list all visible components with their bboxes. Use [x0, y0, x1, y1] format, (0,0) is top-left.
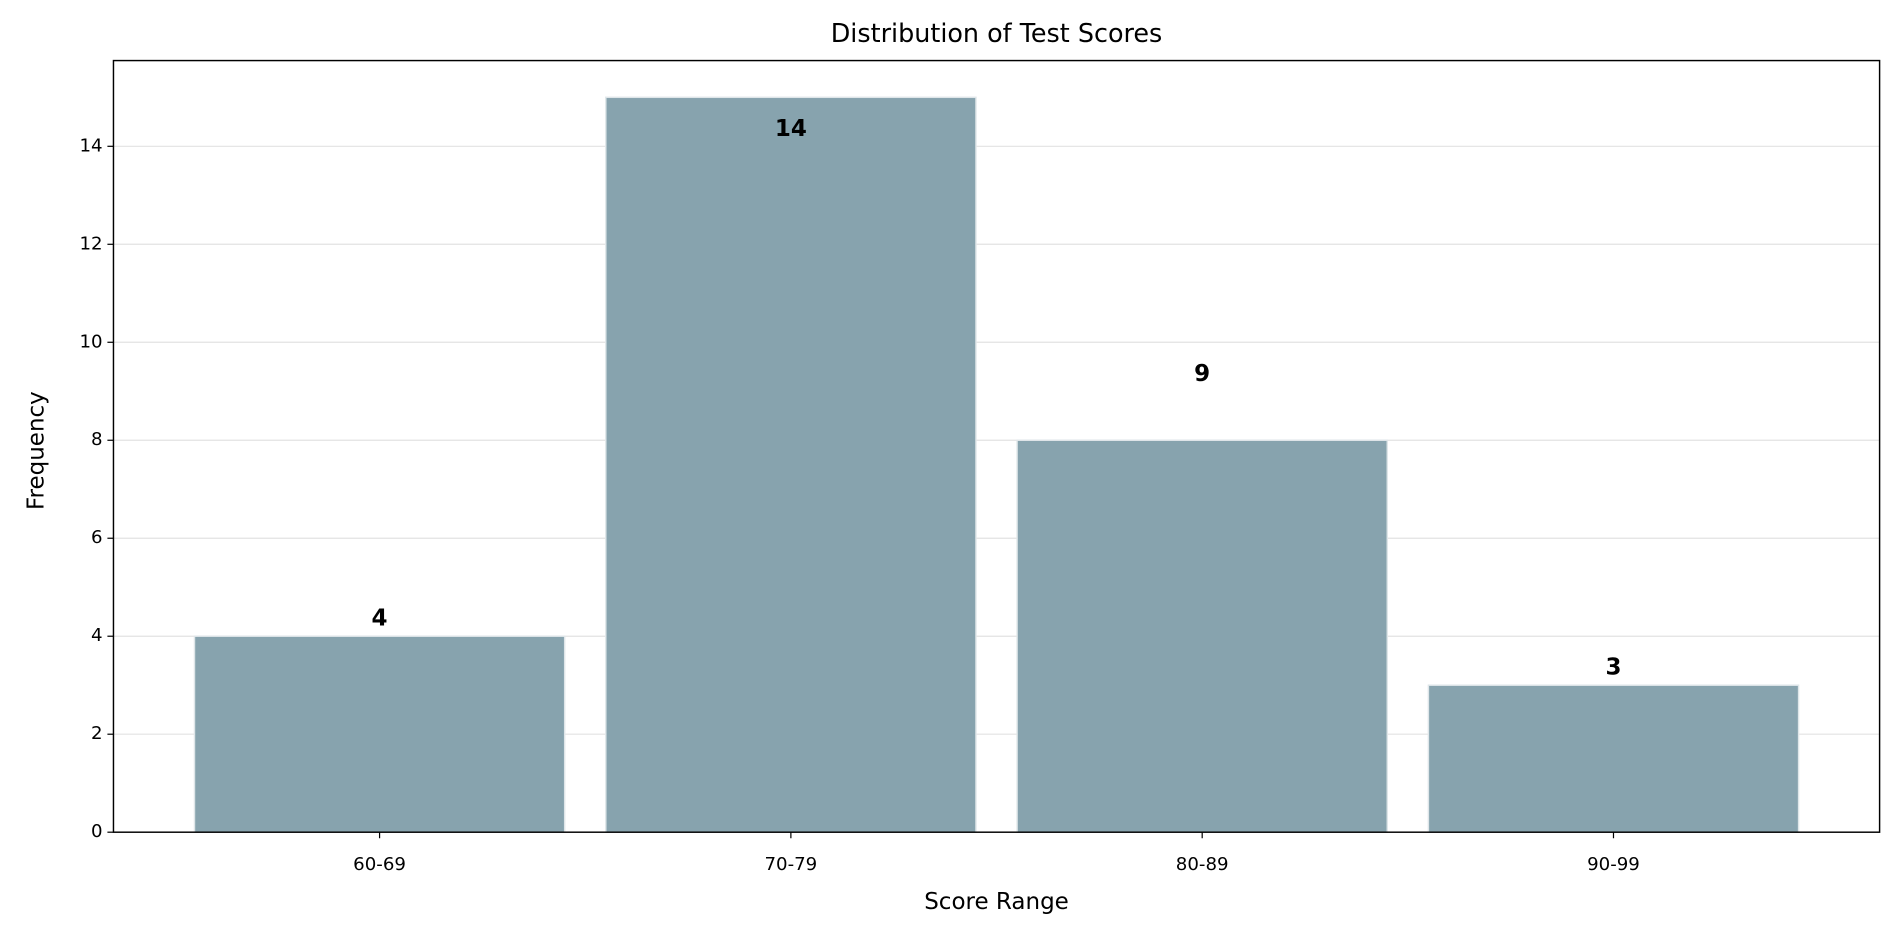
y-tick-label: 6: [91, 527, 103, 548]
x-tick-label: 70-79: [764, 854, 817, 875]
bar: [605, 96, 977, 833]
plot-frame: [112, 59, 1881, 833]
y-axis-title: Frequency: [24, 391, 50, 510]
bar: [1427, 684, 1800, 833]
y-tick-label: 14: [79, 135, 102, 156]
x-tick-label: 60-69: [353, 854, 406, 875]
plot: [193, 96, 1800, 833]
y-tick-label: 2: [91, 723, 103, 744]
y-tick-label: 4: [91, 625, 103, 646]
y-tick-label: 10: [79, 331, 102, 352]
y-tick-label: 12: [79, 233, 102, 254]
x-tick-label: 90-99: [1587, 854, 1640, 875]
y-tick-label: 8: [91, 429, 103, 450]
value-label: 4: [372, 606, 388, 632]
value-label: 14: [775, 116, 807, 142]
bar: [1016, 439, 1388, 833]
value-label: 3: [1605, 655, 1621, 681]
value-label: 9: [1194, 361, 1210, 387]
x-tick-label: 80-89: [1176, 854, 1229, 875]
chart-title: Distribution of Test Scores: [831, 18, 1163, 48]
x-axis-title: Score Range: [924, 889, 1069, 915]
bar: [193, 635, 566, 833]
y-tick-label: 0: [91, 821, 103, 842]
